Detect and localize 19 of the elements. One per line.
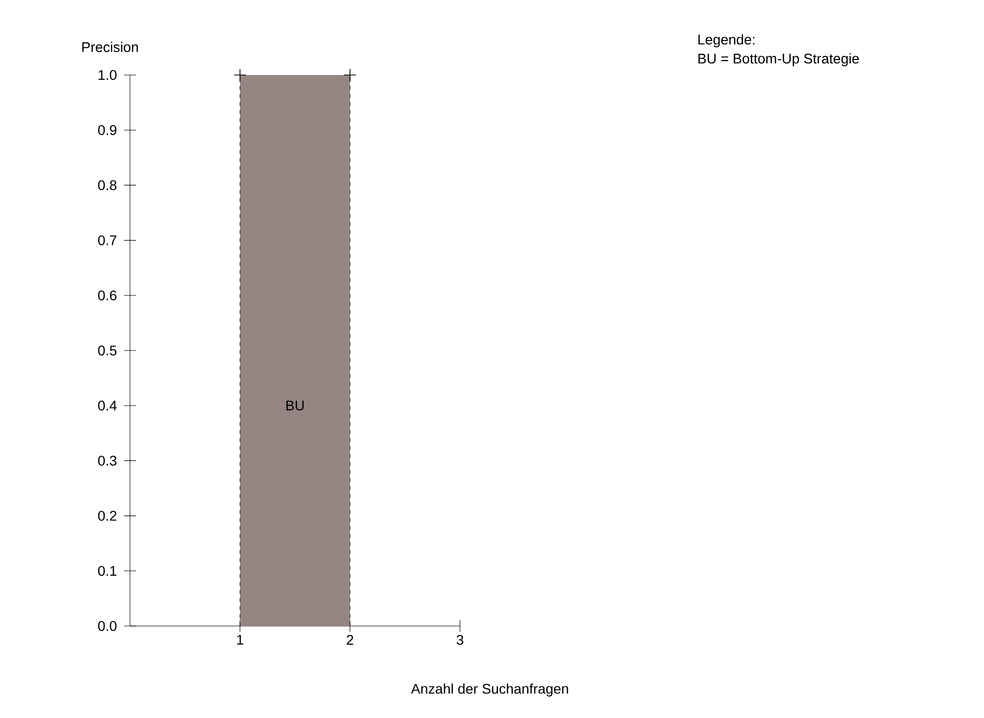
y-tick-label: 0.5 (98, 346, 116, 356)
x-tick-label: 2 (346, 634, 354, 645)
series-label: BU (286, 400, 304, 410)
y-tick-label: 0.8 (98, 180, 116, 190)
text: BU = Bottom-Up Strategie (698, 53, 859, 66)
y-tick-label: 0.1 (98, 566, 116, 576)
y-tick-label: 0.9 (98, 125, 116, 136)
y-axis-title: Precision (82, 42, 138, 52)
x-tick-label: 1 (237, 634, 244, 645)
text: Legende: (698, 34, 754, 48)
x-tick-label: 3 (456, 634, 464, 645)
y-tick-label: 1.0 (98, 70, 117, 80)
y-tick-label: 0.7 (98, 235, 116, 246)
y-tick-label: 0.0 (98, 621, 117, 631)
y-tick-label: 0.6 (98, 290, 116, 300)
x-axis-title: Anzahl der Suchanfragen (411, 683, 568, 697)
y-tick-label: 0.3 (98, 456, 116, 466)
y-tick-label: 0.4 (98, 400, 117, 411)
y-tick-label: 0.2 (98, 510, 116, 521)
